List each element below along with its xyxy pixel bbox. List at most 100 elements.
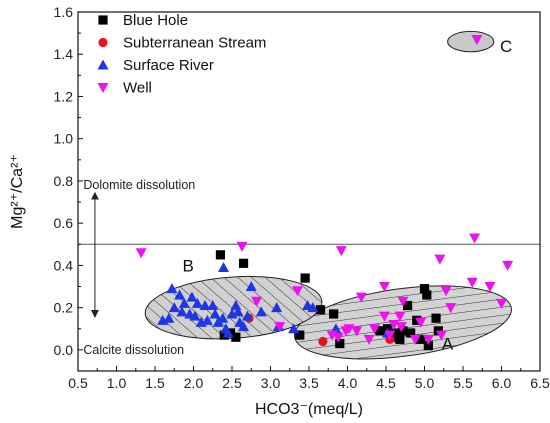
surface-river-point bbox=[174, 289, 186, 300]
well-point bbox=[415, 317, 427, 328]
blue-hole-point bbox=[315, 305, 326, 315]
surface-river-point bbox=[163, 312, 175, 323]
y-tick-label: 1.4 bbox=[54, 46, 74, 62]
well-point bbox=[394, 311, 406, 322]
x-axis-label: HCO3⁻(meq/L) bbox=[255, 401, 363, 418]
surface-river-point bbox=[176, 306, 188, 317]
surface-river-point bbox=[255, 306, 267, 317]
surface-river-point bbox=[218, 262, 230, 273]
surface-river-point bbox=[217, 312, 229, 323]
surface-river-point bbox=[241, 310, 253, 321]
x-tick-label: 1.5 bbox=[145, 375, 165, 391]
region-b-label: B bbox=[182, 256, 193, 275]
x-tick-label: 6.0 bbox=[492, 375, 512, 391]
blue-hole-point bbox=[329, 309, 339, 319]
surface-river-point bbox=[271, 302, 283, 313]
well-point bbox=[351, 326, 363, 337]
region-a-label: A bbox=[442, 335, 454, 354]
legend: Blue Hole Subterranean Stream Surface Rive… bbox=[97, 12, 266, 97]
x-tick-label: 2.5 bbox=[222, 375, 242, 391]
blue-hole-point bbox=[238, 258, 249, 268]
blue-hole-point bbox=[375, 326, 385, 336]
blue-hole-point bbox=[300, 273, 310, 283]
legend-blue-hole-label: Blue Hole bbox=[123, 12, 188, 29]
well-point bbox=[135, 248, 147, 259]
calcite-dissolution-note: Calcite dissolution bbox=[83, 343, 184, 357]
x-tick-label: 4.5 bbox=[376, 375, 396, 391]
x-tick-label: 5.5 bbox=[453, 375, 473, 391]
region-c-ellipse bbox=[447, 30, 495, 53]
blue-hole-point bbox=[422, 290, 432, 300]
blue-hole-point bbox=[398, 326, 408, 336]
x-tick-label: 5.0 bbox=[415, 375, 435, 391]
blue-hole-point bbox=[423, 341, 433, 351]
y-tick-label: 0.4 bbox=[54, 257, 74, 273]
surface-river-point bbox=[201, 314, 213, 325]
well-point bbox=[422, 334, 434, 345]
blue-hole-point bbox=[406, 328, 416, 338]
surface-river-point bbox=[307, 302, 319, 313]
well-point bbox=[236, 241, 248, 252]
well-point bbox=[484, 282, 496, 293]
well-point bbox=[335, 246, 347, 257]
y-tick-label: 0.2 bbox=[54, 300, 74, 316]
well-point bbox=[355, 292, 367, 303]
well-point bbox=[471, 34, 483, 45]
well-point bbox=[291, 286, 303, 297]
y-tick-label: 0.8 bbox=[54, 173, 74, 189]
surface-river-point bbox=[245, 281, 257, 292]
legend-subterranean-stream-label: Subterranean Stream bbox=[123, 35, 266, 52]
blue-hole-point bbox=[416, 334, 426, 344]
surface-river-point bbox=[166, 283, 178, 294]
blue-hole-point bbox=[335, 338, 345, 349]
blue-hole-point bbox=[419, 284, 430, 294]
y-tick-label: 1.2 bbox=[54, 88, 74, 104]
surface-river-point bbox=[186, 291, 198, 302]
legend-well-marker bbox=[97, 83, 109, 93]
surface-river-point bbox=[288, 323, 300, 334]
y-tick-label: 0.6 bbox=[54, 215, 74, 231]
blue-hole-point bbox=[295, 330, 305, 340]
well-point bbox=[440, 286, 452, 297]
region-c-label: C bbox=[500, 37, 512, 56]
dolomite-dissolution-note: Dolomite dissolution bbox=[83, 178, 195, 192]
surface-river-point bbox=[238, 321, 250, 332]
data-points-layer bbox=[135, 34, 514, 351]
surface-river-point bbox=[178, 297, 190, 308]
blue-hole-point bbox=[431, 313, 441, 323]
annotations-layer: A B C Dolomite dissolution Calcite dissoluti… bbox=[83, 37, 512, 357]
well-point bbox=[502, 260, 514, 271]
legend-blue-hole-marker bbox=[98, 15, 108, 25]
surface-river-point bbox=[232, 306, 244, 317]
x-tick-label: 3.5 bbox=[299, 375, 319, 391]
well-point bbox=[466, 277, 478, 288]
x-tick-label: 4.0 bbox=[338, 375, 358, 391]
surface-river-point bbox=[207, 300, 219, 311]
surface-river-point bbox=[209, 308, 221, 319]
well-point bbox=[378, 282, 390, 293]
surface-river-point bbox=[168, 302, 180, 313]
well-point bbox=[251, 296, 263, 307]
well-point bbox=[496, 298, 507, 309]
well-point bbox=[435, 330, 447, 341]
well-point bbox=[397, 296, 409, 307]
surface-river-point bbox=[222, 327, 234, 338]
subterranean-stream-point bbox=[318, 336, 328, 347]
legend-surface-river-label: Surface River bbox=[123, 57, 214, 74]
well-point bbox=[368, 324, 380, 335]
well-point bbox=[378, 311, 390, 322]
surface-river-point bbox=[191, 297, 203, 308]
well-point bbox=[434, 254, 446, 265]
well-point bbox=[332, 332, 344, 343]
surface-river-point bbox=[199, 300, 211, 311]
blue-hole-point bbox=[215, 250, 226, 260]
well-point bbox=[395, 322, 407, 333]
y-tick-label: 1.0 bbox=[54, 131, 74, 147]
blue-hole-point bbox=[231, 332, 241, 342]
legend-subterranean-stream-marker bbox=[98, 37, 108, 48]
y-axis-label: Mg²⁺/Ca²⁺ bbox=[9, 154, 26, 229]
legend-well-label: Well bbox=[123, 80, 152, 97]
surface-river-point bbox=[189, 310, 201, 321]
x-tick-label: 6.5 bbox=[530, 375, 550, 391]
